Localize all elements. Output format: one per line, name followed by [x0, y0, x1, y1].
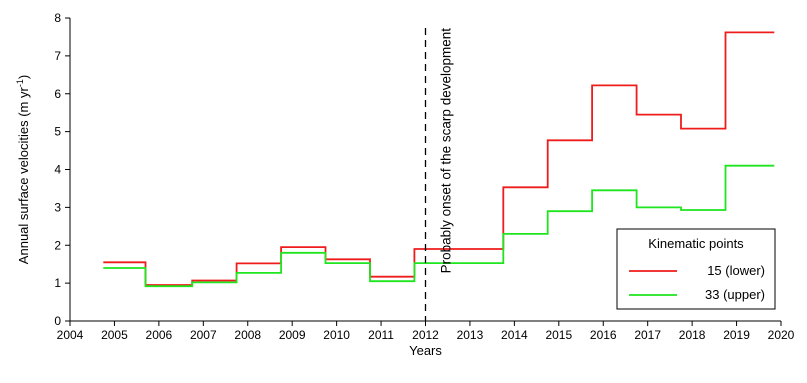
y-tick-label: 4 — [54, 163, 61, 177]
x-tick-label: 2008 — [234, 328, 261, 342]
y-tick-label: 5 — [54, 125, 61, 139]
y-axis-title-main: Annual surface velocities (m yr — [16, 87, 31, 265]
x-tick-label: 2017 — [634, 328, 661, 342]
legend-title: Kinematic points — [648, 236, 744, 251]
y-tick-label: 3 — [54, 200, 61, 214]
x-tick-label: 2007 — [190, 328, 217, 342]
x-tick-label: 2012 — [412, 328, 439, 342]
x-tick-label: 2004 — [57, 328, 84, 342]
annotation-group: Probably onset of the scarp development — [424, 28, 454, 321]
x-tick-label: 2018 — [679, 328, 706, 342]
y-tick-label: 6 — [54, 87, 61, 101]
x-tick-label: 2009 — [279, 328, 306, 342]
y-tick-label: 1 — [54, 276, 61, 290]
x-tick-label: 2014 — [501, 328, 528, 342]
y-axis-title-close: ) — [16, 75, 31, 79]
x-tick-label: 2020 — [768, 328, 795, 342]
x-tick-label: 2016 — [590, 328, 617, 342]
y-axis-title: Annual surface velocities (m yr-1) — [15, 75, 31, 264]
legend-label-2: 33 (upper) — [705, 287, 765, 302]
axes: 2004 2005 2006 2007 2008 2009 2010 2011 2012 2013… — [54, 11, 794, 342]
annotation-label: Probably onset of the scarp development — [439, 28, 454, 274]
y-axis-title-sup: -1 — [15, 79, 25, 87]
x-tick-label: 2015 — [545, 328, 572, 342]
plot-series — [103, 31, 775, 288]
y-tick-label: 8 — [54, 11, 61, 25]
y-tick-label: 0 — [54, 314, 61, 328]
series-line-2 — [103, 164, 775, 288]
x-tick-label: 2010 — [323, 328, 350, 342]
x-tick-label: 2011 — [368, 328, 394, 342]
x-tick-label: 2013 — [457, 328, 484, 342]
legend-label-1: 15 (lower) — [707, 263, 765, 278]
x-tick-label: 2019 — [723, 328, 750, 342]
x-tick-label: 2005 — [101, 328, 128, 342]
x-axis-title: Years — [409, 343, 442, 358]
legend: Kinematic points 15 (lower) 33 (upper) — [616, 228, 776, 310]
y-tick-label: 7 — [54, 49, 61, 63]
x-tick-label: 2006 — [146, 328, 173, 342]
y-tick-label: 2 — [54, 238, 61, 252]
